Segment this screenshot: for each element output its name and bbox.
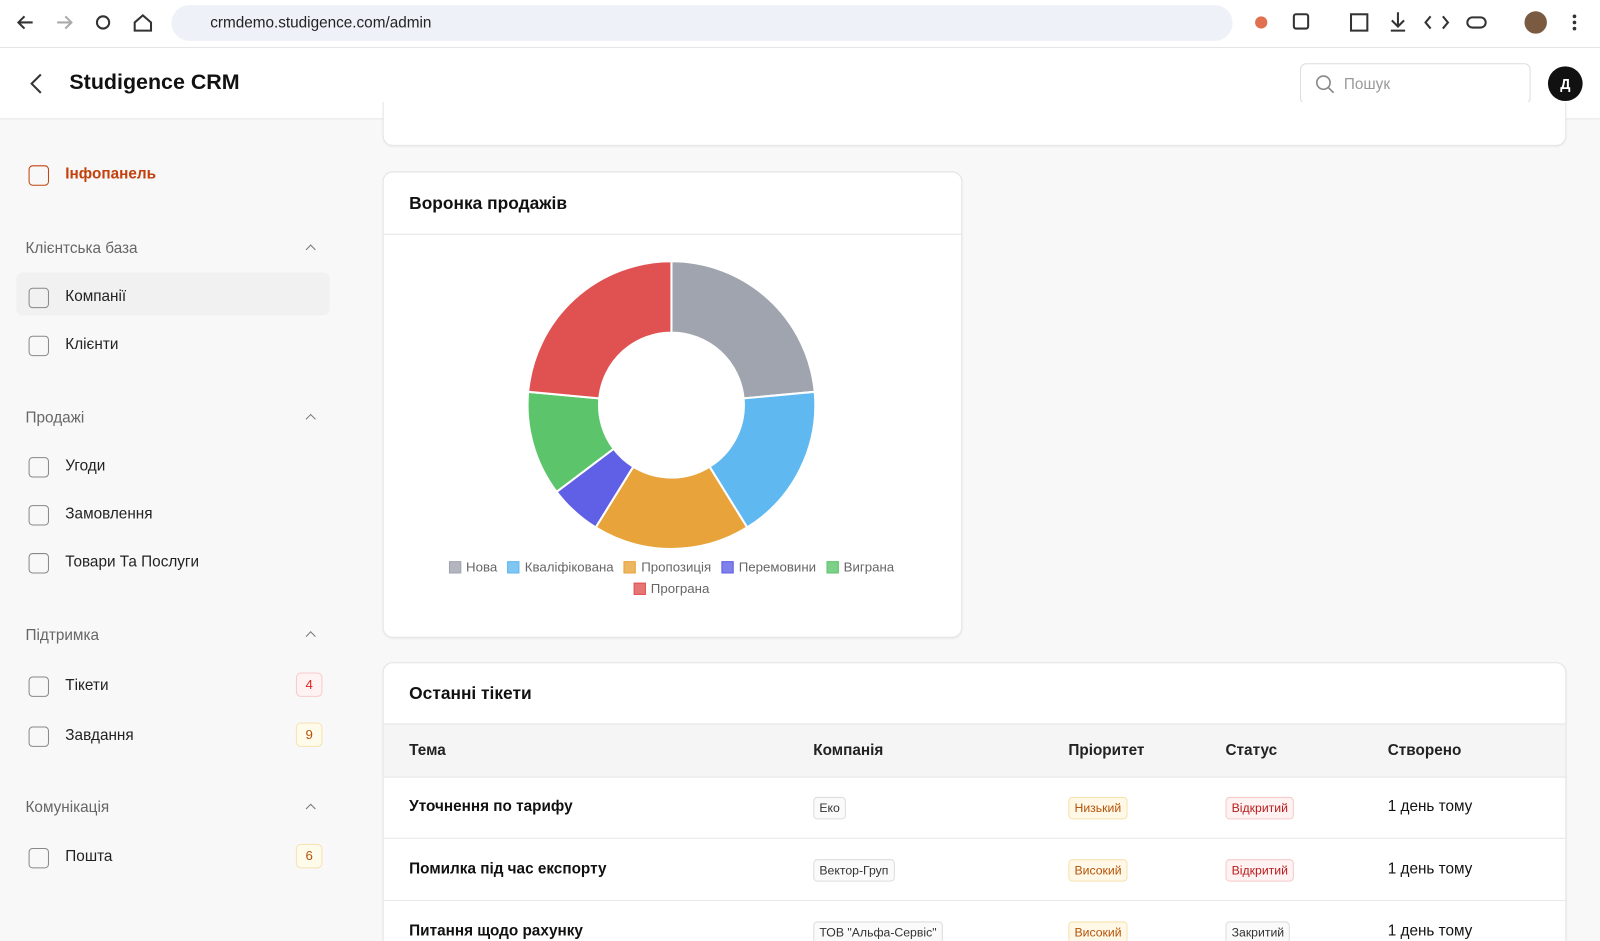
- nav-icon: [28, 553, 49, 574]
- legend-swatch: [623, 560, 637, 573]
- tag: Високий: [1068, 859, 1128, 882]
- tag: Вектор-Груп: [813, 859, 895, 882]
- legend-item[interactable]: Кваліфікована: [507, 559, 614, 575]
- divider: [383, 233, 962, 235]
- tag: Відкритий: [1225, 796, 1295, 820]
- tag: Низький: [1068, 796, 1128, 820]
- legend-swatch: [721, 560, 734, 573]
- tag: Високий: [1068, 921, 1128, 941]
- nav-item[interactable]: Клієнти: [65, 335, 119, 354]
- column-header: Пріоритет: [1068, 741, 1145, 760]
- column-header: Статус: [1225, 741, 1278, 760]
- search-icon: [1316, 75, 1335, 94]
- section-title[interactable]: Підтримка: [25, 626, 99, 644]
- legend: Нова Кваліфікована Пропозиція Перемовини Виг…: [429, 559, 915, 596]
- browser-bar: crmdemo.studigence.com/admin: [0, 0, 1600, 48]
- chevron: [305, 244, 316, 255]
- chevron: [305, 631, 316, 642]
- nav-icon: [28, 505, 49, 526]
- top-card: [382, 102, 1567, 146]
- chart-title: Воронка продажів: [409, 193, 568, 214]
- legend-label: Програна: [650, 580, 710, 596]
- donut-slice: [670, 260, 816, 400]
- tickets-card: Останні тікети Тема Компанія Пріоритет Стат…: [382, 662, 1567, 941]
- address-bar[interactable]: crmdemo.studigence.com/admin: [171, 5, 1233, 41]
- legend-swatch: [633, 582, 646, 595]
- cell: 1 день тому: [1387, 860, 1473, 878]
- app-title: Studigence CRM: [69, 70, 240, 94]
- row-divider: [383, 837, 1566, 839]
- legend-item[interactable]: Програна: [633, 581, 709, 596]
- legend-label: Нова: [466, 559, 498, 575]
- active-item-bg: [16, 272, 330, 316]
- nav-icon: [28, 165, 49, 186]
- search-box[interactable]: Пошук: [1299, 63, 1531, 105]
- sidebar: Інфопанель Клієнтська база Компанії Клієнти…: [0, 119, 352, 940]
- url-text: crmdemo.studigence.com/admin: [210, 14, 432, 32]
- count-badge: 4: [295, 672, 323, 697]
- count-badge: 9: [295, 722, 323, 747]
- legend-item[interactable]: Нова: [448, 559, 498, 575]
- legend-label: Виграна: [843, 559, 895, 575]
- nav-item[interactable]: Завдання: [65, 726, 134, 744]
- cell: 1 день тому: [1387, 797, 1473, 816]
- nav-item[interactable]: Угоди: [65, 457, 106, 475]
- ticket-subject[interactable]: Помилка під час експорту: [409, 860, 607, 878]
- count-badge: 6: [295, 843, 323, 869]
- tickets-title: Останні тікети: [409, 683, 532, 704]
- row-divider: [383, 899, 1566, 902]
- section-title[interactable]: Клієнтська база: [25, 239, 138, 258]
- legend-label: Кваліфікована: [524, 559, 614, 575]
- legend-label: Перемовини: [738, 559, 817, 575]
- nav-icon: [28, 847, 49, 869]
- nav-icon: [28, 676, 49, 697]
- legend-swatch: [507, 560, 520, 573]
- nav-icon: [28, 335, 49, 357]
- donut-chart: [526, 260, 817, 550]
- ticket-subject[interactable]: Уточнення по тарифу: [409, 797, 573, 816]
- chart-card: Воронка продажів: [382, 171, 963, 638]
- nav-item[interactable]: Інфопанель: [65, 165, 156, 183]
- chevron: [305, 413, 316, 424]
- nav-icon: [28, 457, 49, 478]
- legend-item[interactable]: Виграна: [826, 559, 894, 574]
- cell: 1 день тому: [1387, 922, 1473, 940]
- back-button[interactable]: [27, 72, 47, 94]
- legend-swatch: [448, 560, 461, 573]
- search-placeholder: Пошук: [1343, 75, 1391, 93]
- tag: Закритий: [1225, 921, 1291, 941]
- tag: ТОВ "Альфа-Сервіс": [813, 921, 943, 941]
- table-header: [383, 723, 1566, 778]
- legend-item[interactable]: Перемовини: [721, 559, 816, 574]
- section-title[interactable]: Комунікація: [25, 798, 110, 817]
- nav-item[interactable]: Пошта: [65, 847, 113, 866]
- column-header: Компанія: [813, 741, 884, 760]
- nav-item[interactable]: Товари Та Послуги: [65, 553, 200, 571]
- nav-icon: [28, 726, 49, 747]
- donut-slice: [527, 260, 673, 400]
- section-title[interactable]: Продажі: [25, 409, 85, 427]
- nav-icon: [28, 287, 49, 309]
- toolbar-icons: [1255, 11, 1577, 34]
- nav-buttons: [16, 13, 153, 32]
- tag: Еко: [813, 796, 846, 820]
- chevron: [305, 803, 316, 814]
- nav-item[interactable]: Тікети: [65, 676, 109, 694]
- legend-swatch: [826, 560, 839, 573]
- nav-item[interactable]: Компанії: [65, 287, 127, 306]
- nav-item[interactable]: Замовлення: [65, 505, 153, 523]
- legend-label: Пропозиція: [641, 559, 712, 575]
- ticket-subject[interactable]: Питання щодо рахунку: [409, 922, 583, 940]
- column-header: Тема: [409, 741, 446, 760]
- legend-item[interactable]: Пропозиція: [623, 559, 712, 575]
- column-header: Створено: [1387, 741, 1462, 760]
- tag: Відкритий: [1225, 859, 1295, 882]
- avatar[interactable]: Д: [1547, 66, 1583, 102]
